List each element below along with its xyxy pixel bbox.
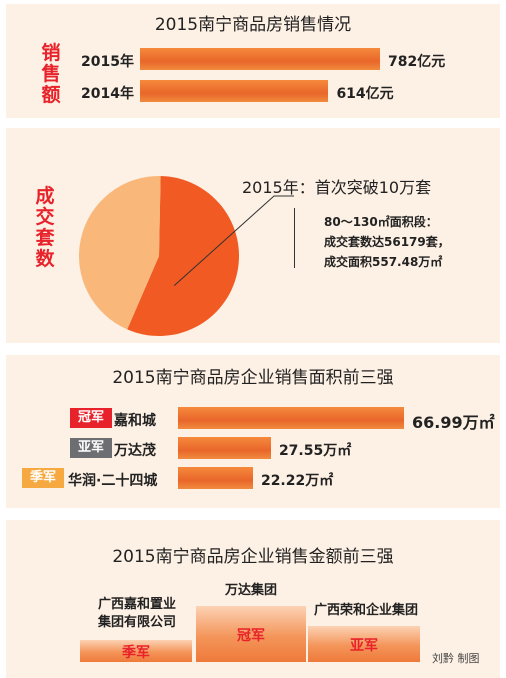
area-bar xyxy=(178,467,253,489)
area-bar xyxy=(178,437,271,459)
rank-badge: 亚军 xyxy=(70,438,112,458)
units-side-label: 成交套数 xyxy=(35,185,55,270)
sales-bar-label: 2015年 xyxy=(81,54,134,70)
podium-3-rank: 季军 xyxy=(122,645,150,661)
rank-badge: 冠军 xyxy=(70,408,112,428)
podium-3-name: 广西嘉和置业 集团有限公司 xyxy=(78,596,196,632)
area-title: 2015南宁商品房企业销售面积前三强 xyxy=(112,368,394,388)
sales-bar-value: 614亿元 xyxy=(336,86,394,102)
area-bar-label: 万达茂 xyxy=(114,443,156,459)
sales-amount-panel: 2015南宁商品房销售情况 销售额 2015年 782亿元 2014年 614亿元 xyxy=(6,4,500,118)
amount-title: 2015南宁商品房企业销售金额前三强 xyxy=(112,547,394,567)
area-bar-label: 华润·二十四城 xyxy=(68,473,158,489)
sales-title: 2015南宁商品房销售情况 xyxy=(154,15,352,35)
note-line-3: 成交面积557.48万㎡ xyxy=(324,255,443,269)
podium-2-block xyxy=(308,626,420,662)
podium-1-rank: 冠军 xyxy=(237,628,265,644)
units-headline: 2015年：首次突破10万套 xyxy=(242,178,432,197)
podium-1-block xyxy=(196,606,306,662)
podium-3-name-line2: 集团有限公司 xyxy=(97,615,176,630)
pie-slice-80-130 xyxy=(127,176,239,336)
sales-bar xyxy=(140,80,329,102)
pie-leader-line xyxy=(173,195,294,287)
units-note: 80～130㎡面积段： 成交套数达56179套， 成交面积557.48万㎡ xyxy=(324,212,450,272)
sales-bar-value: 782亿元 xyxy=(388,54,446,70)
sales-bar xyxy=(140,48,380,70)
sales-side-label: 销售额 xyxy=(41,42,61,106)
note-line-1: 80～130㎡面积段： xyxy=(324,215,438,229)
pie-slice-other xyxy=(78,176,161,330)
area-bar-value: 22.22万㎡ xyxy=(260,473,334,489)
note-line-2: 成交套数达56179套， xyxy=(324,235,450,249)
podium-2-rank: 亚军 xyxy=(350,638,378,654)
amount-top3-panel: 2015南宁商品房企业销售金额前三强 万达集团 冠军 广西嘉和置业 集团有限公司… xyxy=(6,520,500,678)
area-bar-value: 27.55万㎡ xyxy=(278,443,352,459)
area-bar-value: 66.99万㎡ xyxy=(412,413,495,432)
podium-1-name: 万达集团 xyxy=(224,583,277,598)
sales-bar-label: 2014年 xyxy=(81,86,134,102)
rank-badge: 季军 xyxy=(22,468,64,488)
area-bar xyxy=(178,407,404,429)
units-panel: 成交套数 2015年：首次突破10万套 80～130㎡面积段： 成交套数达561… xyxy=(6,128,500,343)
credit: 刘黔 制图 xyxy=(432,652,480,665)
area-bar-label: 嘉和城 xyxy=(114,413,156,429)
podium-3-name-line1: 广西嘉和置业 xyxy=(97,597,176,612)
note-divider xyxy=(294,208,295,268)
podium-2-name: 广西荣和企业集团 xyxy=(313,603,418,618)
podium-3-block xyxy=(80,640,192,662)
units-pie-chart xyxy=(78,176,294,336)
